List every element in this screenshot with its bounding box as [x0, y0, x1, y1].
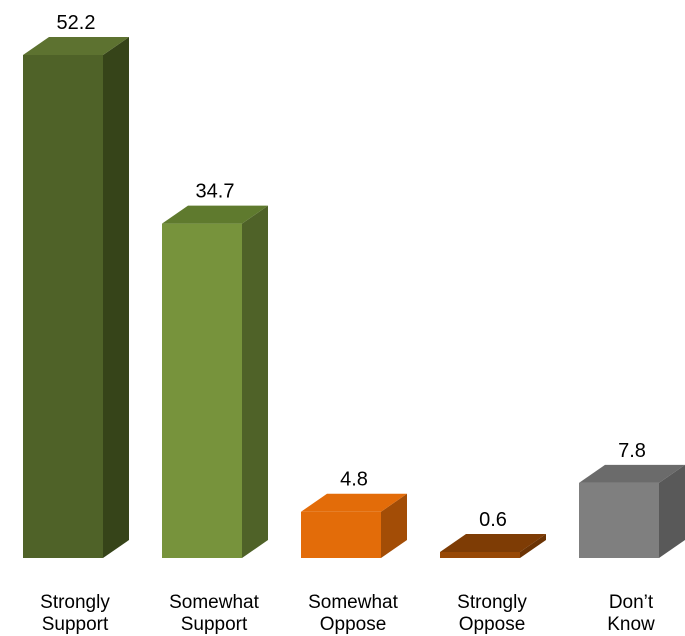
bar-front-4: [440, 552, 520, 558]
bar-side-1: [103, 37, 129, 558]
bar-side-2: [242, 205, 268, 559]
bar-side-3: [381, 493, 407, 558]
data-label-3: 4.8: [340, 469, 368, 491]
data-label-4: 0.6: [479, 509, 507, 531]
bar-top-5: [579, 464, 685, 483]
bar-front-1: [23, 55, 103, 558]
bar-side-5: [659, 464, 685, 558]
bar-front-3: [301, 511, 381, 558]
data-label-2: 34.7: [196, 181, 235, 203]
category-label-1: Strongly Support: [40, 592, 110, 635]
bar-top-3: [301, 493, 407, 512]
bar-front-2: [162, 223, 242, 559]
bar-side-4: [520, 534, 546, 558]
category-label-2: Somewhat Support: [169, 592, 259, 635]
bar-top-1: [23, 37, 129, 55]
bar-top-2: [162, 205, 268, 224]
data-label-5: 7.8: [618, 440, 646, 462]
data-label-1: 52.2: [57, 12, 96, 34]
category-label-5: Don’t Know: [607, 592, 655, 635]
category-label-3: Somewhat Oppose: [308, 592, 398, 635]
bar-front-5: [579, 482, 659, 558]
bar-top-4: [440, 534, 546, 552]
category-label-4: Strongly Oppose: [457, 592, 527, 635]
